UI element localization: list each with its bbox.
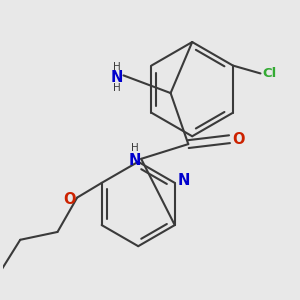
Text: N: N (129, 153, 141, 168)
Text: N: N (110, 70, 122, 85)
Text: H: H (113, 61, 121, 72)
Text: H: H (131, 143, 139, 153)
Text: Cl: Cl (262, 67, 277, 80)
Text: H: H (113, 83, 121, 93)
Text: O: O (232, 132, 245, 147)
Text: O: O (64, 192, 76, 207)
Text: N: N (178, 173, 190, 188)
